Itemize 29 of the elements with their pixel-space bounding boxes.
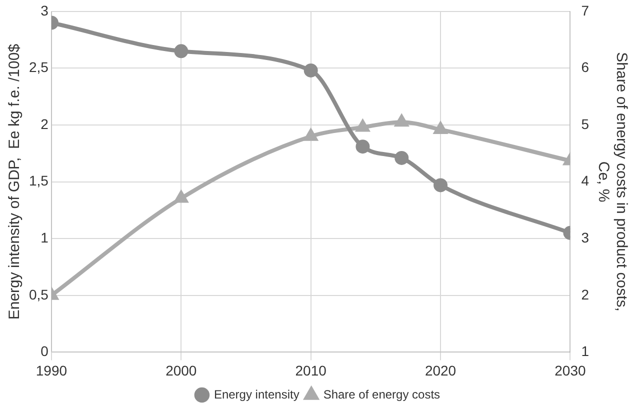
x-tick-label: 2020 (424, 362, 456, 378)
x-tick-label: 2030 (554, 362, 586, 378)
y-tick-label: 2 (40, 116, 49, 132)
y2-tick-label: 1 (581, 343, 590, 360)
y-axis-title: Energy intensity of GDP, Ee kg f.e. /100$ (6, 43, 24, 320)
y2-tick-label: 3 (581, 229, 590, 246)
y2-tick-label: 7 (581, 2, 590, 18)
legend-label: Share of energy costs (323, 387, 440, 402)
x-tick-label: 2000 (166, 362, 197, 378)
point (356, 140, 370, 154)
point (304, 129, 318, 141)
point (356, 120, 370, 132)
x-tick-label: 2010 (295, 362, 327, 378)
y-tick-label: 2,5 (28, 59, 49, 76)
point (394, 150, 409, 165)
y2-tick-label: 2 (581, 286, 590, 302)
point (434, 178, 448, 192)
y2-tick-label: 6 (581, 59, 590, 76)
y2-tick-label: 4 (581, 172, 590, 189)
legend-label: Energy intensity (214, 387, 300, 402)
y2-axis-title: Share of energy costs in product costs, Ce, % (594, 52, 630, 312)
x-tick-label: 1990 (36, 362, 68, 378)
y-tick-label: 1 (40, 229, 49, 246)
y-tick-label: 3 (40, 2, 49, 18)
y-tick-label: 0,5 (28, 286, 49, 302)
y2-tick-label: 5 (581, 116, 590, 132)
point (304, 63, 318, 78)
y-tick-label: 1,5 (28, 172, 49, 189)
y-tick-label: 0 (40, 343, 49, 360)
